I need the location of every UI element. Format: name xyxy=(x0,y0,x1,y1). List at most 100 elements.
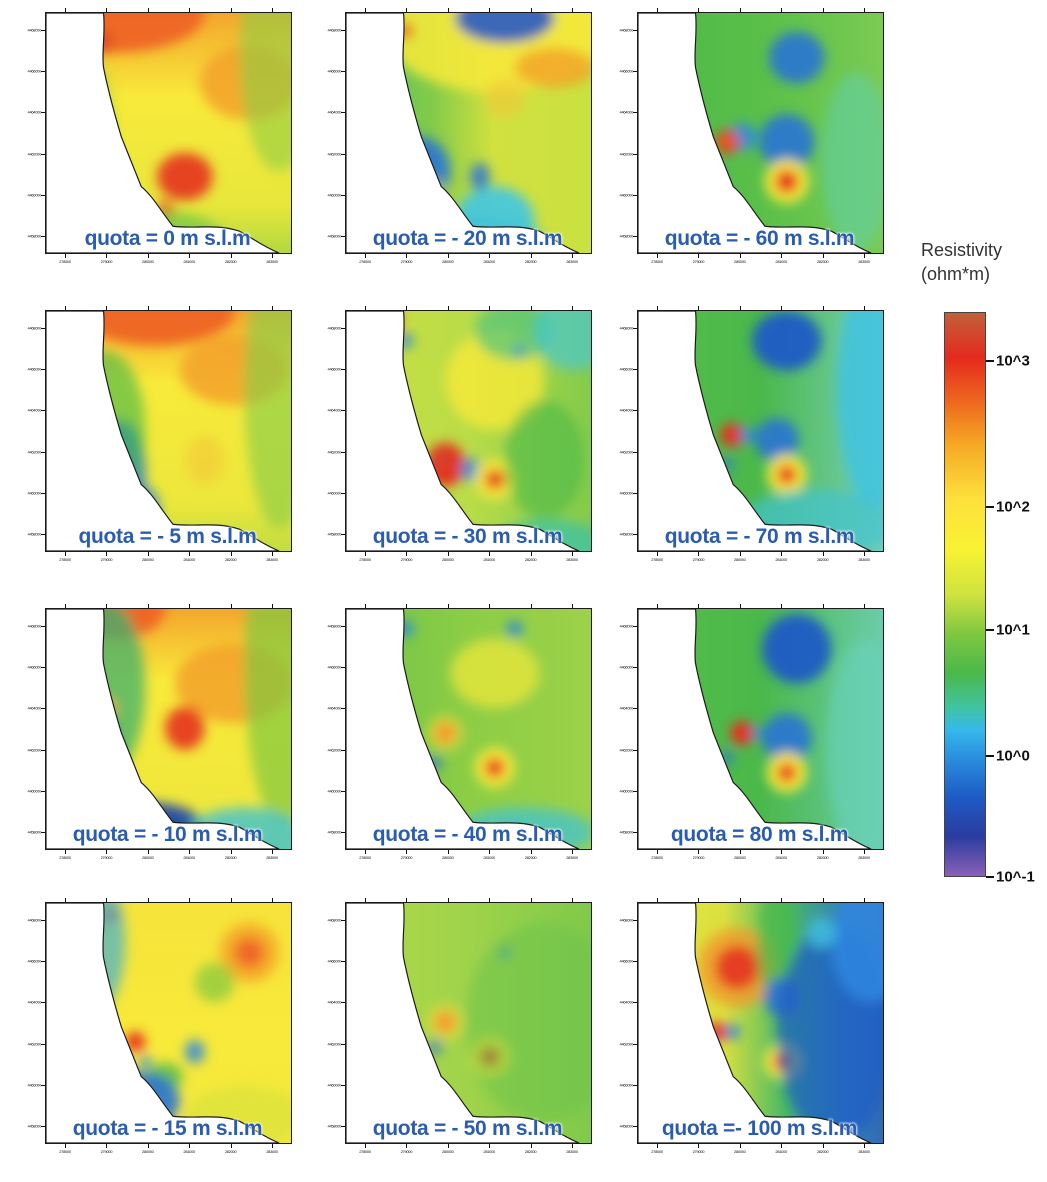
x-tick-mark xyxy=(147,604,149,608)
y-tick-mark xyxy=(633,920,637,921)
x-tick-label: 279000 xyxy=(692,557,705,562)
y-tick-label: 4462000 xyxy=(327,1041,342,1047)
colorbar-tick xyxy=(986,506,994,508)
resistivity-anomaly xyxy=(721,135,734,148)
x-tick-mark xyxy=(65,604,66,608)
x-tick-label: 278000 xyxy=(651,1149,663,1154)
x-tick-label: 282000 xyxy=(816,855,829,860)
coastline xyxy=(46,13,280,253)
y-tick-mark xyxy=(341,451,345,453)
resistivity-anomaly xyxy=(139,1055,152,1068)
x-tick-label: 278000 xyxy=(651,855,663,860)
x-tick-mark xyxy=(781,604,783,608)
y-tick-label: 4462000 xyxy=(619,151,634,157)
colorbar-tick xyxy=(986,360,994,362)
x-tick-label: 283000 xyxy=(858,1149,870,1154)
x-tick-mark xyxy=(272,8,273,12)
x-tick-label: 281000 xyxy=(483,557,495,562)
y-tick-label: 4466000 xyxy=(27,958,42,964)
y-tick-mark xyxy=(633,112,637,114)
y-tick-label: 4466000 xyxy=(619,366,634,372)
x-tick-mark xyxy=(489,254,491,258)
x-tick-label: 283000 xyxy=(858,259,870,264)
y-tick-label: 4468000 xyxy=(327,325,342,331)
y-tick-mark xyxy=(341,236,345,237)
y-tick-mark xyxy=(41,1043,45,1045)
resistivity-anomaly xyxy=(774,169,799,194)
resistivity-anomaly xyxy=(244,311,291,530)
coastline xyxy=(46,311,280,551)
resistivity-anomaly xyxy=(730,721,755,745)
y-tick-label: 4464000 xyxy=(327,109,342,115)
y-tick-label: 4462000 xyxy=(327,747,342,753)
x-tick-mark xyxy=(822,1144,824,1148)
y-tick-mark xyxy=(341,71,345,73)
y-tick-mark xyxy=(41,153,45,155)
y-tick-label: 4464000 xyxy=(619,705,634,711)
resistivity-anomaly xyxy=(715,945,760,990)
map-panel: quota = - 10 m s.l.m xyxy=(45,608,292,850)
x-tick-mark xyxy=(530,604,532,608)
resistivity-anomaly xyxy=(821,72,883,251)
x-tick-mark xyxy=(365,604,366,608)
y-tick-label: 4460000 xyxy=(327,192,342,198)
x-tick-mark xyxy=(822,254,824,258)
y-tick-label: 4458000 xyxy=(619,233,634,239)
x-tick-label: 279000 xyxy=(100,259,113,264)
x-tick-mark xyxy=(272,898,273,902)
x-tick-mark xyxy=(698,898,700,902)
x-tick-label: 279000 xyxy=(400,855,413,860)
y-tick-mark xyxy=(633,667,637,669)
resistivity-field xyxy=(638,311,883,551)
x-tick-label: 280000 xyxy=(734,855,746,860)
y-tick-mark xyxy=(633,369,637,371)
x-tick-label: 279000 xyxy=(692,855,705,860)
x-tick-mark xyxy=(230,850,232,854)
colorbar-tick xyxy=(986,629,994,631)
x-tick-label: 281000 xyxy=(483,259,495,264)
x-tick-label: 279000 xyxy=(100,557,113,562)
x-tick-label: 279000 xyxy=(400,1149,413,1154)
x-tick-label: 283000 xyxy=(566,259,578,264)
x-tick-mark xyxy=(572,850,573,854)
x-tick-mark xyxy=(698,552,700,556)
x-tick-mark xyxy=(189,306,191,310)
x-tick-mark xyxy=(272,850,273,854)
x-tick-mark xyxy=(739,306,741,310)
y-tick-mark xyxy=(41,920,45,921)
x-tick-mark xyxy=(698,850,700,854)
x-tick-mark xyxy=(781,254,783,258)
x-tick-mark xyxy=(230,8,232,12)
x-tick-mark xyxy=(447,1144,449,1148)
x-tick-mark xyxy=(147,552,149,556)
x-tick-mark xyxy=(739,1144,741,1148)
x-tick-label: 281000 xyxy=(775,259,787,264)
x-tick-mark xyxy=(65,254,66,258)
resistivity-anomaly xyxy=(165,706,205,750)
resistivity-anomaly xyxy=(184,1039,205,1064)
x-tick-label: 282000 xyxy=(224,557,237,562)
colorbar-tick xyxy=(986,755,994,757)
y-tick-label: 4466000 xyxy=(619,958,634,964)
resistivity-anomaly xyxy=(739,427,756,443)
y-tick-label: 4462000 xyxy=(27,449,42,455)
resistivity-anomaly xyxy=(484,757,505,778)
resistivity-anomaly xyxy=(506,620,523,637)
depth-label: quota = - 10 m s.l.m xyxy=(72,823,263,846)
resistivity-anomaly xyxy=(755,418,799,462)
y-tick-mark xyxy=(341,708,345,710)
x-tick-label: 281000 xyxy=(183,855,195,860)
y-tick-mark xyxy=(41,194,45,196)
x-tick-mark xyxy=(530,850,532,854)
y-tick-mark xyxy=(341,534,345,535)
y-tick-label: 4458000 xyxy=(327,829,342,835)
resistivity-anomaly xyxy=(751,727,763,739)
y-tick-label: 4460000 xyxy=(27,1082,42,1088)
y-tick-label: 4466000 xyxy=(27,366,42,372)
x-tick-mark xyxy=(739,552,741,556)
x-tick-mark xyxy=(147,254,149,258)
x-tick-mark xyxy=(822,850,824,854)
x-tick-mark xyxy=(822,898,824,902)
resistivity-anomaly xyxy=(504,400,585,520)
depth-label: quota = - 50 m s.l.m xyxy=(372,1117,563,1140)
